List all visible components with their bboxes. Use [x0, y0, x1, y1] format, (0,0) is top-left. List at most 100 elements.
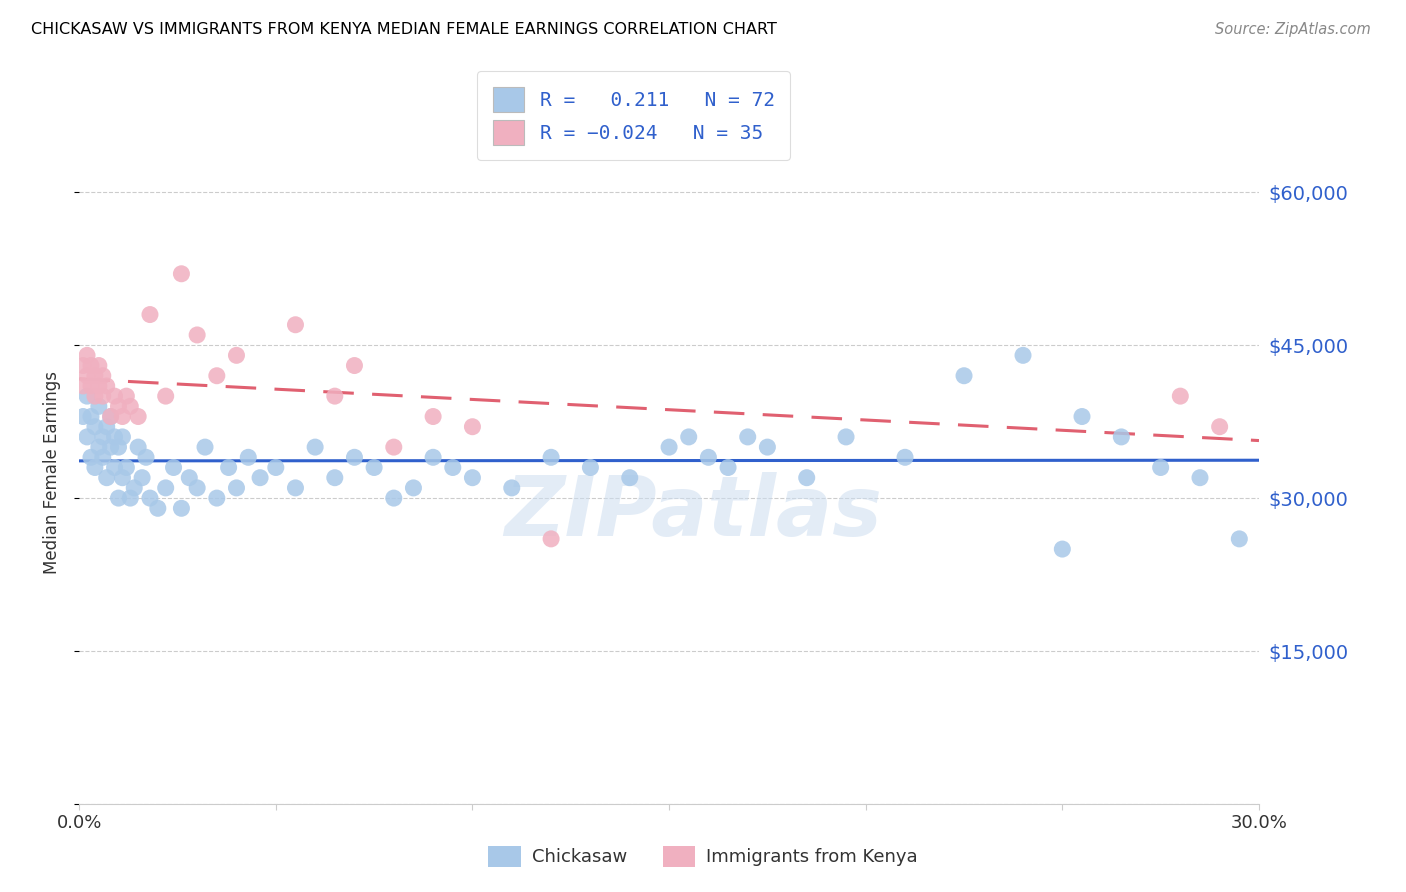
Point — [91, 389, 114, 403]
Point — [87, 440, 110, 454]
Point — [323, 389, 346, 403]
Point — [111, 471, 134, 485]
Point — [107, 400, 129, 414]
Point — [80, 379, 103, 393]
Point — [737, 430, 759, 444]
Point — [155, 389, 177, 403]
Point — [96, 379, 118, 393]
Point — [1111, 430, 1133, 444]
Point — [103, 460, 125, 475]
Point — [205, 368, 228, 383]
Point — [422, 409, 444, 424]
Point — [96, 471, 118, 485]
Legend: Chickasaw, Immigrants from Kenya: Chickasaw, Immigrants from Kenya — [481, 838, 925, 874]
Point — [127, 409, 149, 424]
Point — [72, 379, 94, 393]
Point — [115, 460, 138, 475]
Point — [323, 471, 346, 485]
Point — [80, 450, 103, 465]
Point — [120, 491, 142, 505]
Point — [894, 450, 917, 465]
Point — [139, 491, 162, 505]
Point — [1150, 460, 1173, 475]
Text: CHICKASAW VS IMMIGRANTS FROM KENYA MEDIAN FEMALE EARNINGS CORRELATION CHART: CHICKASAW VS IMMIGRANTS FROM KENYA MEDIA… — [31, 22, 776, 37]
Point — [249, 471, 271, 485]
Point — [1012, 348, 1035, 362]
Point — [120, 400, 142, 414]
Point — [1071, 409, 1094, 424]
Point — [155, 481, 177, 495]
Point — [225, 481, 247, 495]
Point — [540, 532, 562, 546]
Point — [619, 471, 641, 485]
Point — [284, 318, 307, 332]
Point — [100, 409, 122, 424]
Point — [1188, 471, 1211, 485]
Point — [87, 379, 110, 393]
Point — [135, 450, 157, 465]
Point — [461, 471, 484, 485]
Point — [103, 430, 125, 444]
Point — [756, 440, 779, 454]
Point — [579, 460, 602, 475]
Point — [186, 328, 208, 343]
Point — [1227, 532, 1250, 546]
Point — [146, 501, 169, 516]
Point — [76, 389, 98, 403]
Point — [363, 460, 385, 475]
Point — [170, 501, 193, 516]
Point — [87, 400, 110, 414]
Point — [402, 481, 425, 495]
Point — [76, 348, 98, 362]
Point — [304, 440, 326, 454]
Point — [284, 481, 307, 495]
Legend: R =   0.211   N = 72, R = −0.024   N = 35: R = 0.211 N = 72, R = −0.024 N = 35 — [477, 71, 790, 161]
Point — [540, 450, 562, 465]
Point — [1208, 419, 1230, 434]
Y-axis label: Median Female Earnings: Median Female Earnings — [44, 371, 60, 574]
Point — [461, 419, 484, 434]
Point — [96, 419, 118, 434]
Point — [658, 440, 681, 454]
Point — [179, 471, 201, 485]
Point — [111, 409, 134, 424]
Point — [1052, 542, 1074, 557]
Point — [1168, 389, 1191, 403]
Point — [100, 409, 122, 424]
Point — [84, 368, 107, 383]
Point — [72, 409, 94, 424]
Point — [717, 460, 740, 475]
Point — [218, 460, 240, 475]
Point — [111, 430, 134, 444]
Point — [162, 460, 184, 475]
Point — [107, 491, 129, 505]
Point — [796, 471, 818, 485]
Point — [76, 430, 98, 444]
Point — [80, 409, 103, 424]
Point — [91, 450, 114, 465]
Point — [441, 460, 464, 475]
Point — [115, 389, 138, 403]
Point — [84, 419, 107, 434]
Point — [91, 430, 114, 444]
Point — [343, 450, 366, 465]
Point — [238, 450, 260, 465]
Point — [953, 368, 976, 383]
Point — [678, 430, 700, 444]
Point — [107, 440, 129, 454]
Point — [194, 440, 217, 454]
Point — [501, 481, 523, 495]
Point — [264, 460, 287, 475]
Point — [72, 359, 94, 373]
Point — [91, 368, 114, 383]
Point — [84, 460, 107, 475]
Point — [84, 389, 107, 403]
Point — [225, 348, 247, 362]
Point — [382, 491, 405, 505]
Point — [186, 481, 208, 495]
Point — [127, 440, 149, 454]
Point — [139, 308, 162, 322]
Point — [87, 359, 110, 373]
Point — [382, 440, 405, 454]
Point — [80, 359, 103, 373]
